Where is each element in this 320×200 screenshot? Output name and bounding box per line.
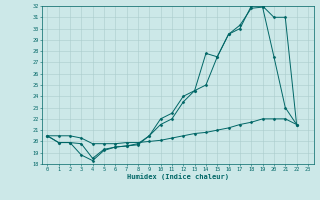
X-axis label: Humidex (Indice chaleur): Humidex (Indice chaleur) (127, 173, 228, 180)
